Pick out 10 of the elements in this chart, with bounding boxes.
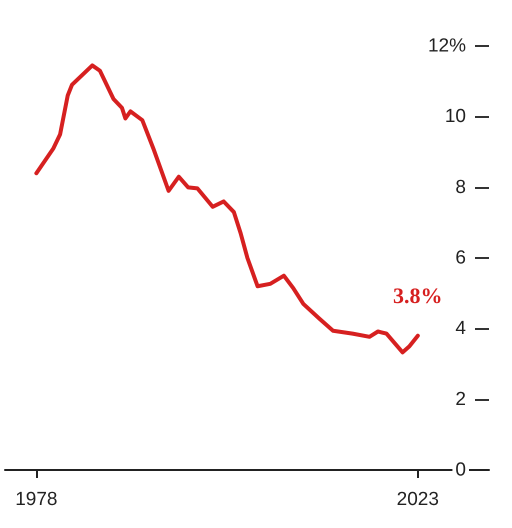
y-tick-label: 10 xyxy=(444,106,466,128)
x-tick-label: 2023 xyxy=(396,489,439,510)
y-tick-label: 8 xyxy=(455,176,466,198)
annotation: 3.8% xyxy=(393,283,443,308)
x-tick-label: 1978 xyxy=(15,489,58,510)
y-tick-label: 4 xyxy=(455,318,466,340)
y-tick-label: 2 xyxy=(455,388,466,410)
y-tick-label: 6 xyxy=(455,248,466,268)
y-tick-label: 12% xyxy=(428,36,466,56)
y-tick-label: 0 xyxy=(455,460,466,480)
